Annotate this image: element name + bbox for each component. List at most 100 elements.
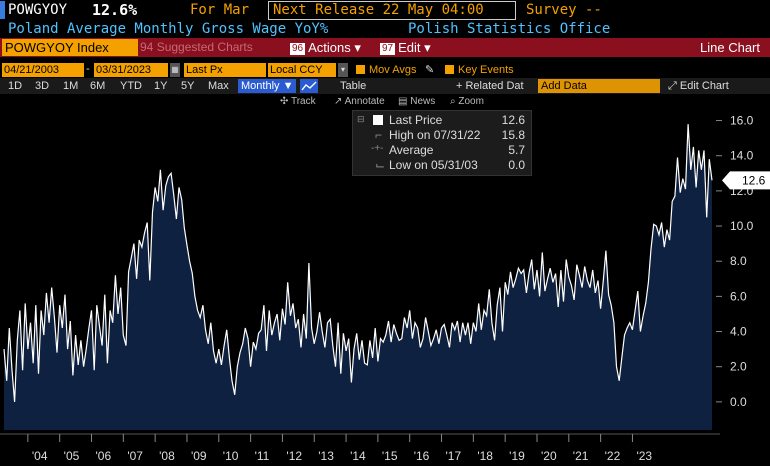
legend-last-price-value: 12.6 xyxy=(501,113,525,127)
period-ytd[interactable]: YTD xyxy=(120,80,142,92)
annotate-label: Annotate xyxy=(344,96,385,107)
last-price-swatch xyxy=(373,115,383,125)
last-value-tag-label: 12.6 xyxy=(742,173,766,187)
edit-button[interactable]: 97 Edit ▾ xyxy=(380,40,431,56)
last-value-tag xyxy=(722,171,770,190)
y-tick-label: 14.0 xyxy=(730,149,754,163)
legend-last-price-label: Last Price xyxy=(389,113,443,127)
x-tick-label: '16 xyxy=(414,449,430,463)
x-tick-label: '22 xyxy=(605,449,621,463)
start-date-field[interactable]: 04/21/2003 xyxy=(2,63,84,77)
frequency-selector[interactable]: Monthly ▼ xyxy=(238,79,296,93)
x-tick-label: '13 xyxy=(318,449,334,463)
y-tick-label: 16.0 xyxy=(730,114,754,128)
track-tool[interactable]: ✣ Track xyxy=(280,96,316,107)
suggested-charts-label: Suggested Charts xyxy=(156,40,253,54)
period-6m[interactable]: 6M xyxy=(90,80,106,92)
legend-collapse-icon[interactable]: ⊟ xyxy=(357,114,365,124)
period-max[interactable]: Max xyxy=(208,80,229,92)
period-1d[interactable]: 1D xyxy=(8,80,23,92)
y-tick-label: 8.0 xyxy=(730,254,747,268)
currency-selector[interactable]: Local CCY xyxy=(268,63,336,77)
edit-label: Edit xyxy=(398,40,421,55)
period-row: 1D 3D 1M 6M YTD 1Y 5Y Max Monthly ▼ Tabl… xyxy=(0,78,770,94)
x-tick-label: '04 xyxy=(32,449,48,463)
actions-button[interactable]: 96 Actions ▾ xyxy=(290,40,361,56)
y-tick-label: 10.0 xyxy=(730,219,754,233)
x-tick-label: '18 xyxy=(477,449,493,463)
low-marker-icon: ⌙ xyxy=(375,158,386,172)
period-1y[interactable]: 1Y xyxy=(154,80,168,92)
annotate-icon: ↗ xyxy=(334,96,345,107)
index-field[interactable]: POWGYOY Index xyxy=(2,39,138,56)
period-5y[interactable]: 5Y xyxy=(181,80,195,92)
zoom-icon: ⌕ xyxy=(450,96,459,107)
legend-average: -+- Average 5.7 xyxy=(371,143,529,158)
news-tool[interactable]: ▤ News xyxy=(398,96,435,107)
actions-caret-icon: ▾ xyxy=(354,40,361,55)
y-tick-label: 0.0 xyxy=(730,395,747,409)
survey-label: Survey -- xyxy=(526,2,602,18)
zoom-tool[interactable]: ⌕ Zoom xyxy=(450,96,484,107)
mov-avgs-checkbox[interactable] xyxy=(356,65,365,74)
plus-icon: + xyxy=(456,80,466,92)
high-marker-icon: ⌐ xyxy=(375,128,383,142)
edit-chart-icon: ⤢ xyxy=(668,80,680,92)
x-tick-label: '05 xyxy=(64,449,80,463)
related-data-button[interactable]: + Related Dat xyxy=(456,79,524,93)
add-data-field[interactable]: Add Data xyxy=(538,79,660,93)
x-tick-label: '12 xyxy=(286,449,302,463)
period-3d[interactable]: 3D xyxy=(35,80,50,92)
x-tick-label: '20 xyxy=(541,449,557,463)
x-tick-label: '21 xyxy=(573,449,589,463)
line-chart[interactable]: 0.02.04.06.08.010.012.014.016.012.6 '04 '… xyxy=(0,110,770,466)
x-tick-label: '23 xyxy=(636,449,652,463)
actions-number: 96 xyxy=(290,43,306,55)
mov-avgs-label[interactable]: Mov Avgs xyxy=(369,64,417,76)
x-tick-label: '11 xyxy=(255,449,270,463)
legend-low-label: Low on 05/31/03 xyxy=(389,158,478,172)
period-1m[interactable]: 1M xyxy=(63,80,79,92)
period-label: For Mar xyxy=(190,2,250,18)
y-tick-label: 6.0 xyxy=(730,289,747,303)
calendar-icon[interactable]: ▦ xyxy=(170,63,180,77)
pencil-icon[interactable]: ✎ xyxy=(425,64,435,76)
field-selector[interactable]: Last Px xyxy=(184,63,266,77)
edit-chart-button[interactable]: ⤢ Edit Chart xyxy=(668,79,729,93)
legend-high: ⌐ High on 07/31/22 15.8 xyxy=(373,128,529,143)
security-description: Poland Average Monthly Gross Wage YoY% xyxy=(8,21,329,37)
chart-type-label[interactable]: Line Chart xyxy=(700,40,760,55)
key-events-label[interactable]: Key Events xyxy=(458,64,514,76)
ticker[interactable]: POWGYOY xyxy=(8,2,68,18)
plot-area xyxy=(3,124,713,430)
currency-dropdown-icon[interactable]: ▾ xyxy=(338,63,348,77)
actions-label: Actions xyxy=(308,40,351,55)
end-date-field[interactable]: 03/31/2023 xyxy=(94,63,168,77)
function-toolbar: POWGYOY Index 94 Suggested Charts 96 Acti… xyxy=(0,38,770,57)
legend-high-value: 15.8 xyxy=(501,128,525,142)
x-tick-label: '06 xyxy=(96,449,112,463)
security-marker xyxy=(0,1,5,19)
chart-legend[interactable]: ⊟ Last Price 12.6 ⌐ High on 07/31/22 15.… xyxy=(352,110,532,176)
table-button[interactable]: Table xyxy=(340,80,367,92)
annotate-tool[interactable]: ↗ Annotate xyxy=(334,96,385,107)
x-tick-label: '09 xyxy=(191,449,207,463)
x-tick-label: '07 xyxy=(127,449,143,463)
chart-style-icon[interactable] xyxy=(300,79,318,93)
legend-last-price: Last Price 12.6 xyxy=(373,113,529,128)
description-row: Poland Average Monthly Gross Wage YoY% P… xyxy=(0,20,770,38)
news-icon: ▤ xyxy=(398,96,411,107)
x-tick-label: '08 xyxy=(159,449,175,463)
legend-low: ⌙ Low on 05/31/03 0.0 xyxy=(373,158,529,173)
data-source: Polish Statistics Office xyxy=(408,21,611,37)
header-row: POWGYOY 12.6% For Mar Next Release 22 Ma… xyxy=(0,0,770,20)
frequency-label: Monthly xyxy=(241,80,280,92)
series-line xyxy=(3,124,713,402)
series-area xyxy=(4,124,712,430)
suggested-charts-number: 94 xyxy=(140,40,154,54)
suggested-charts-button[interactable]: 94 Suggested Charts xyxy=(140,40,253,54)
key-events-checkbox[interactable] xyxy=(445,65,454,74)
zoom-label: Zoom xyxy=(458,96,484,107)
x-tick-label: '10 xyxy=(223,449,239,463)
legend-high-label: High on 07/31/22 xyxy=(389,128,481,142)
